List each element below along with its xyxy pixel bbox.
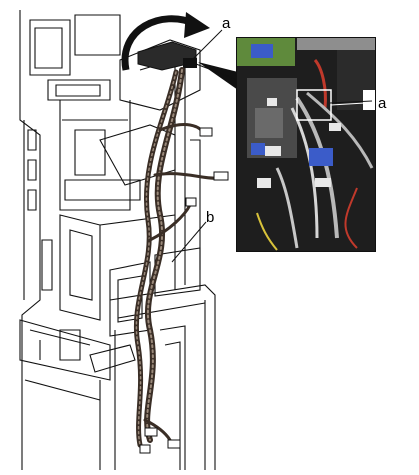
callout-a-main-label: a (222, 15, 231, 32)
callout-a-inset-label: a (378, 95, 387, 112)
callout-b-label: b (206, 209, 214, 226)
cable-harness (133, 67, 222, 448)
callout-b: b (171, 209, 214, 263)
cable-connectors (139, 127, 229, 454)
callout-a-main: a (191, 15, 231, 61)
connector-bracket (137, 41, 197, 71)
rotation-arrow-icon (121, 12, 210, 71)
inset-photo (236, 37, 376, 252)
